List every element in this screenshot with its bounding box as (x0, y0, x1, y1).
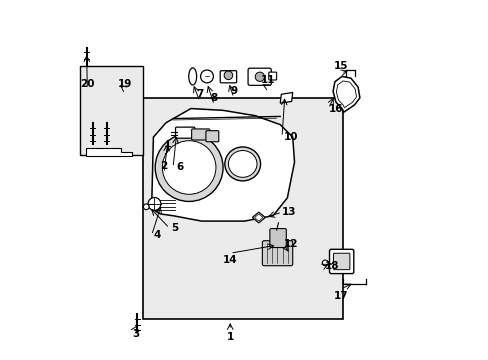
Text: 15: 15 (333, 61, 347, 71)
Text: 12: 12 (283, 239, 298, 249)
FancyBboxPatch shape (333, 253, 349, 270)
Ellipse shape (188, 68, 196, 85)
Circle shape (155, 134, 223, 202)
FancyBboxPatch shape (329, 249, 353, 274)
FancyBboxPatch shape (262, 241, 292, 266)
FancyBboxPatch shape (191, 129, 209, 140)
Circle shape (224, 71, 232, 80)
Circle shape (255, 72, 264, 81)
Polygon shape (151, 109, 294, 221)
Text: 16: 16 (327, 104, 342, 113)
Text: 9: 9 (230, 86, 237, 96)
Bar (80, 66, 142, 155)
Text: 2: 2 (160, 161, 167, 171)
Text: 11: 11 (260, 75, 274, 85)
Text: 1: 1 (226, 332, 233, 342)
Text: 19: 19 (118, 78, 132, 89)
Ellipse shape (224, 147, 260, 181)
Text: 4: 4 (153, 230, 161, 240)
Text: 14: 14 (223, 255, 237, 265)
Text: 13: 13 (281, 207, 296, 217)
Text: 18: 18 (324, 261, 339, 271)
Bar (142, 98, 342, 319)
Text: 20: 20 (80, 78, 94, 89)
FancyBboxPatch shape (268, 72, 276, 80)
Circle shape (162, 141, 216, 194)
Text: 10: 10 (283, 132, 298, 142)
Text: 17: 17 (333, 291, 347, 301)
Text: 7: 7 (196, 89, 203, 99)
Polygon shape (252, 212, 264, 223)
Text: 6: 6 (176, 162, 183, 172)
Text: 3: 3 (132, 329, 139, 339)
Text: 8: 8 (210, 93, 217, 103)
Text: 5: 5 (171, 223, 178, 233)
Ellipse shape (228, 150, 257, 177)
FancyBboxPatch shape (247, 68, 271, 85)
FancyBboxPatch shape (175, 127, 194, 138)
Circle shape (148, 198, 161, 210)
Polygon shape (85, 148, 132, 156)
FancyBboxPatch shape (205, 131, 218, 142)
Circle shape (322, 260, 327, 266)
Polygon shape (336, 81, 356, 108)
Polygon shape (280, 93, 292, 103)
FancyBboxPatch shape (269, 229, 285, 248)
Circle shape (200, 70, 213, 83)
FancyBboxPatch shape (220, 71, 236, 83)
Polygon shape (254, 214, 263, 221)
Polygon shape (332, 76, 359, 112)
Circle shape (143, 204, 149, 210)
